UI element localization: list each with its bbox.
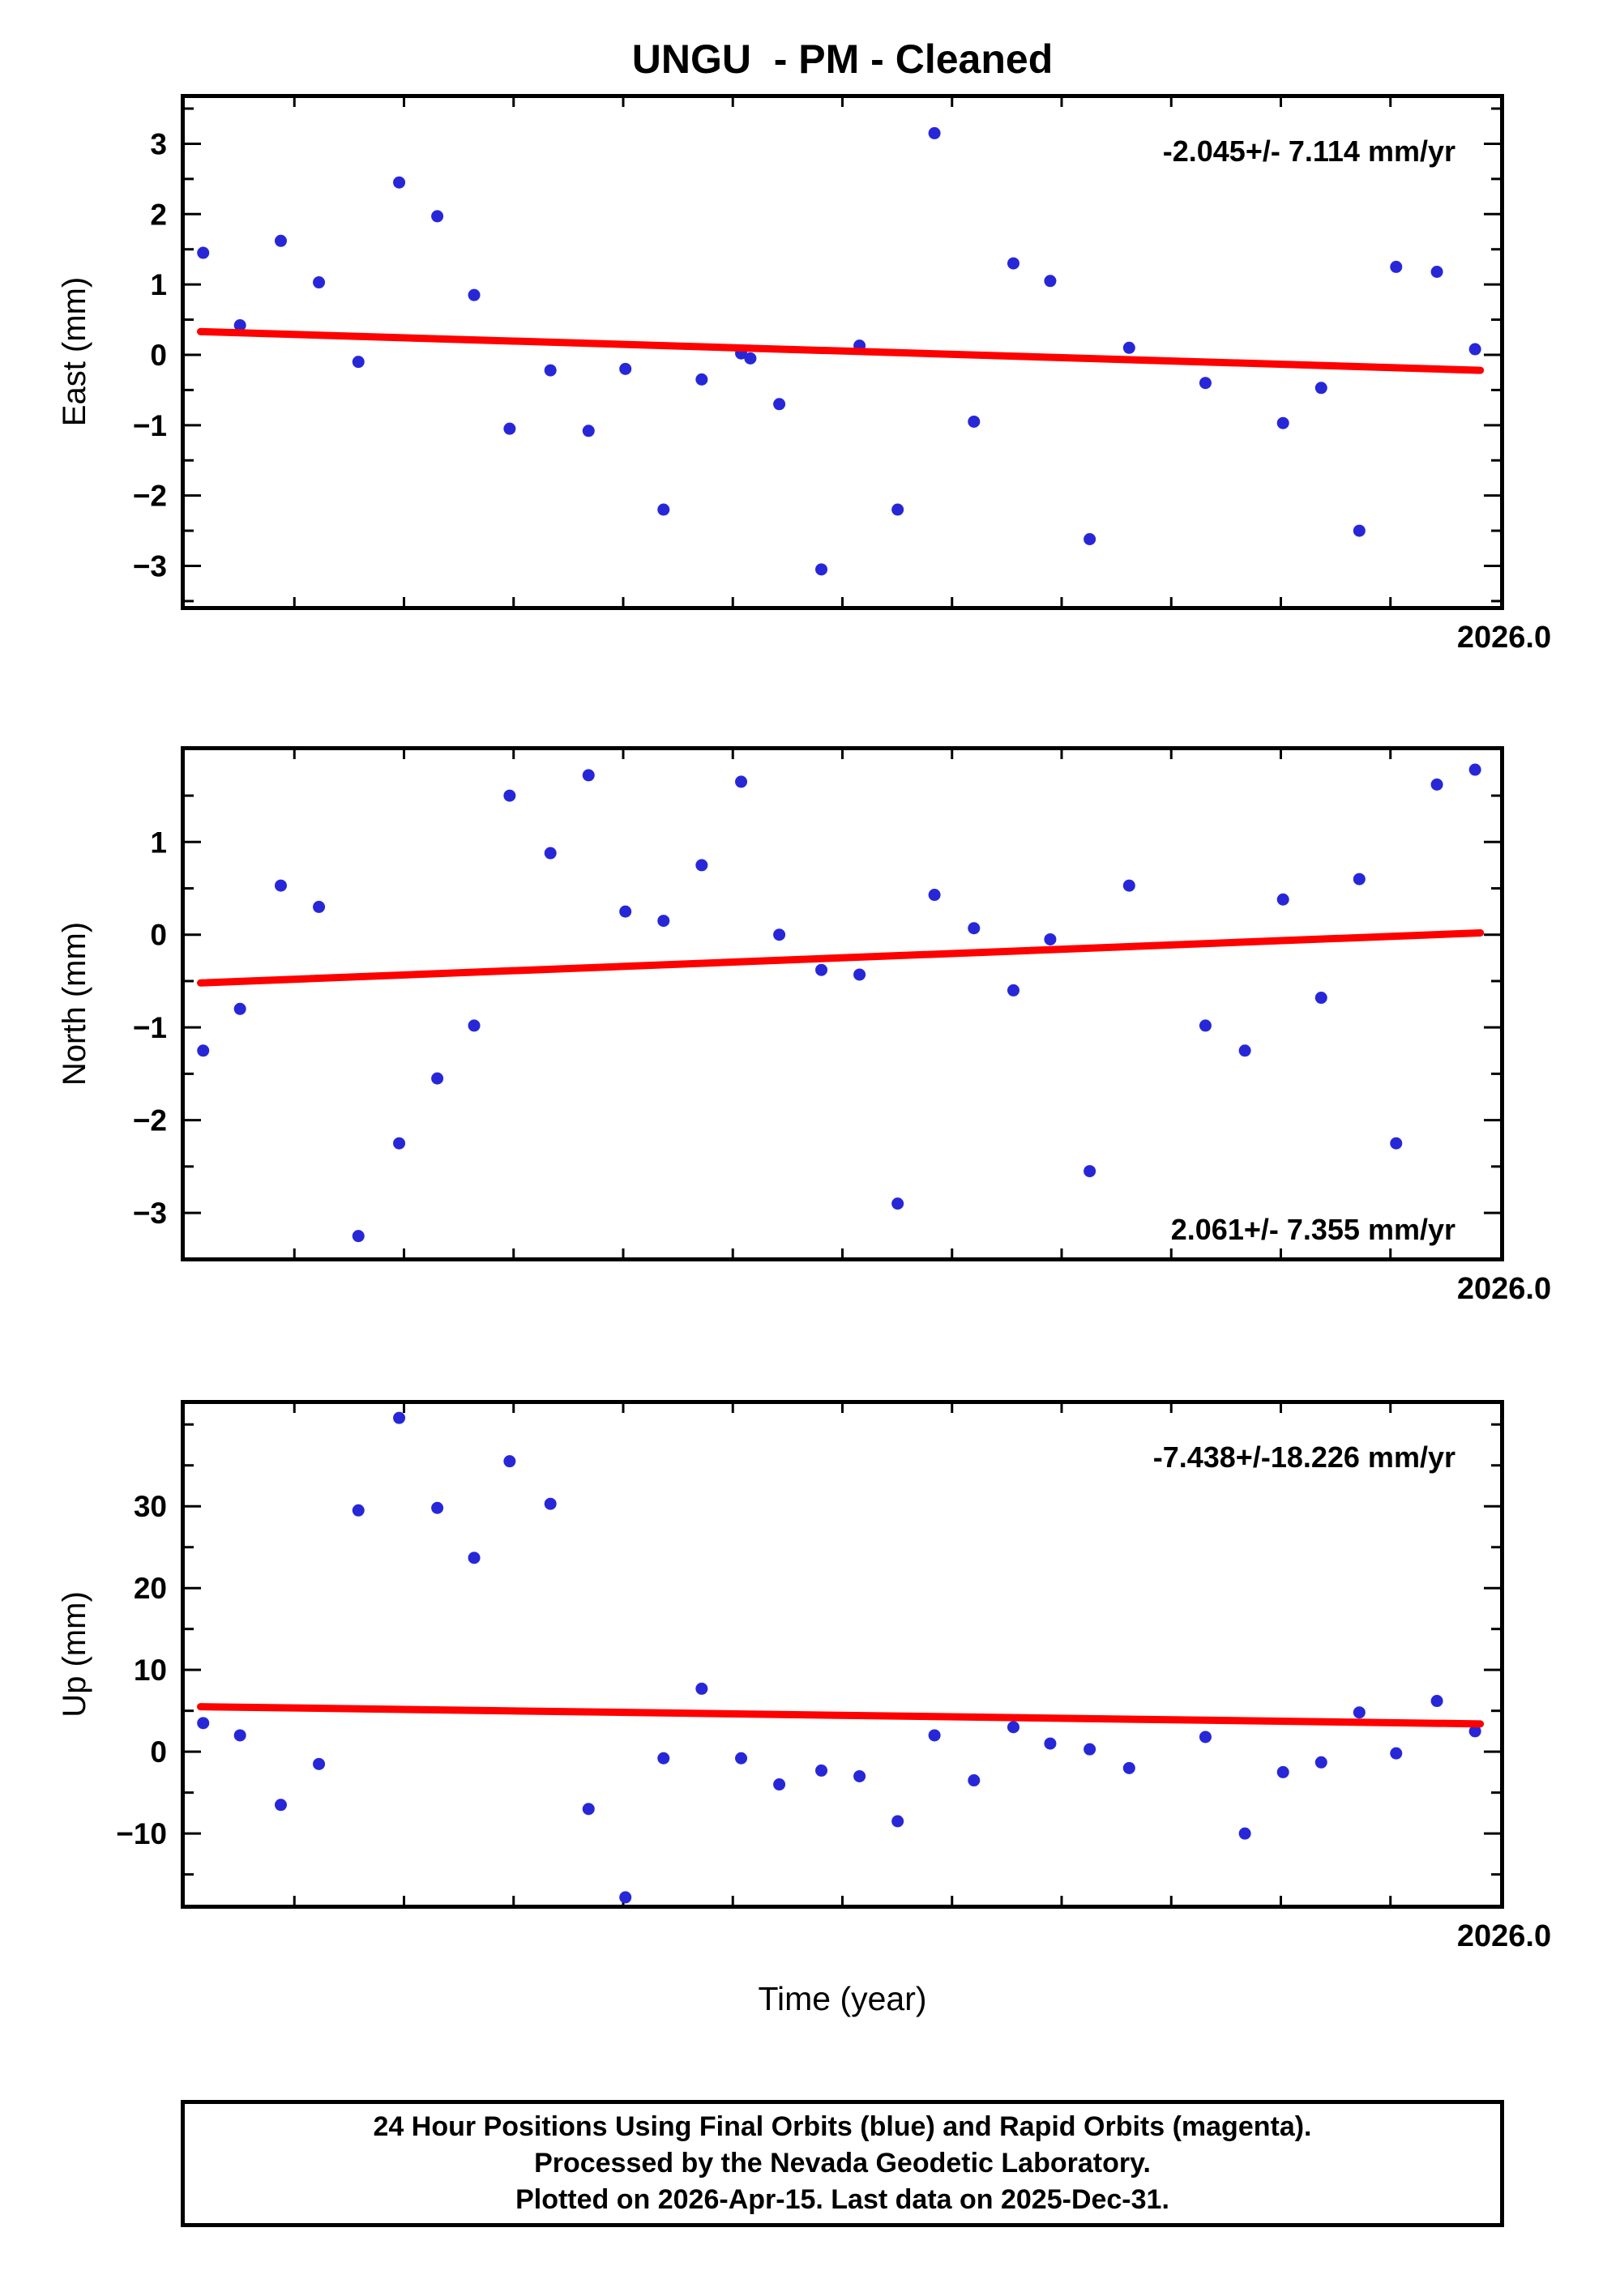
caption-line-3: Plotted on 2026-Apr-15. Last data on 202…	[515, 2184, 1169, 2215]
caption-line-1: 24 Hour Positions Using Final Orbits (bl…	[373, 2111, 1312, 2142]
svg-text:-2.045+/- 7.114 mm/yr: -2.045+/- 7.114 mm/yr	[1163, 134, 1455, 168]
up-axis-label: Up (mm)	[57, 1591, 92, 1718]
svg-text:1: 1	[150, 268, 167, 301]
svg-text:−3: −3	[133, 1197, 167, 1230]
north-x-tick-label: 2026.0	[1456, 1272, 1552, 1306]
north-chart-panel: 1 0 −1 −2 −3 2.061+/- 7.355 mm/yr	[133, 746, 1504, 1261]
svg-text:30: 30	[134, 1490, 167, 1523]
svg-text:−1: −1	[133, 409, 167, 442]
caption-box: 24 Hour Positions Using Final Orbits (bl…	[181, 2100, 1504, 2227]
svg-text:0: 0	[150, 339, 167, 372]
caption-line-2: Processed by the Nevada Geodetic Laborat…	[534, 2148, 1151, 2179]
svg-text:2: 2	[150, 198, 167, 231]
svg-text:0: 0	[150, 1735, 167, 1769]
page-title: UNGU - PM - Cleaned	[631, 36, 1054, 82]
up-x-tick-label: 2026.0	[1456, 1919, 1552, 1953]
east-axis-label: East (mm)	[57, 276, 92, 427]
svg-text:0: 0	[150, 919, 167, 952]
east-x-tick-label: 2026.0	[1456, 621, 1552, 655]
svg-text:−10: −10	[116, 1817, 167, 1850]
svg-text:3: 3	[150, 127, 167, 160]
north-axis-label: North (mm)	[57, 921, 92, 1086]
svg-text:−1: −1	[133, 1011, 167, 1044]
svg-text:20: 20	[134, 1572, 167, 1605]
svg-text:−2: −2	[133, 480, 167, 513]
x-axis-title: Time (year)	[758, 1980, 927, 2017]
east-chart-panel: 3 2 1 0 −1 −2 −3 -2.045+/- 7.114 mm/yr	[133, 94, 1504, 610]
svg-text:-7.438+/-18.226 mm/yr: -7.438+/-18.226 mm/yr	[1153, 1440, 1455, 1474]
up-chart-panel: 30 20 10 0 −10 -7.438+/-18.226 mm/yr	[116, 1400, 1504, 1909]
svg-text:10: 10	[134, 1654, 167, 1687]
svg-text:−2: −2	[133, 1104, 167, 1137]
svg-text:2.061+/- 7.355 mm/yr: 2.061+/- 7.355 mm/yr	[1171, 1213, 1455, 1246]
svg-text:−3: −3	[133, 550, 167, 583]
svg-text:1: 1	[150, 826, 167, 859]
